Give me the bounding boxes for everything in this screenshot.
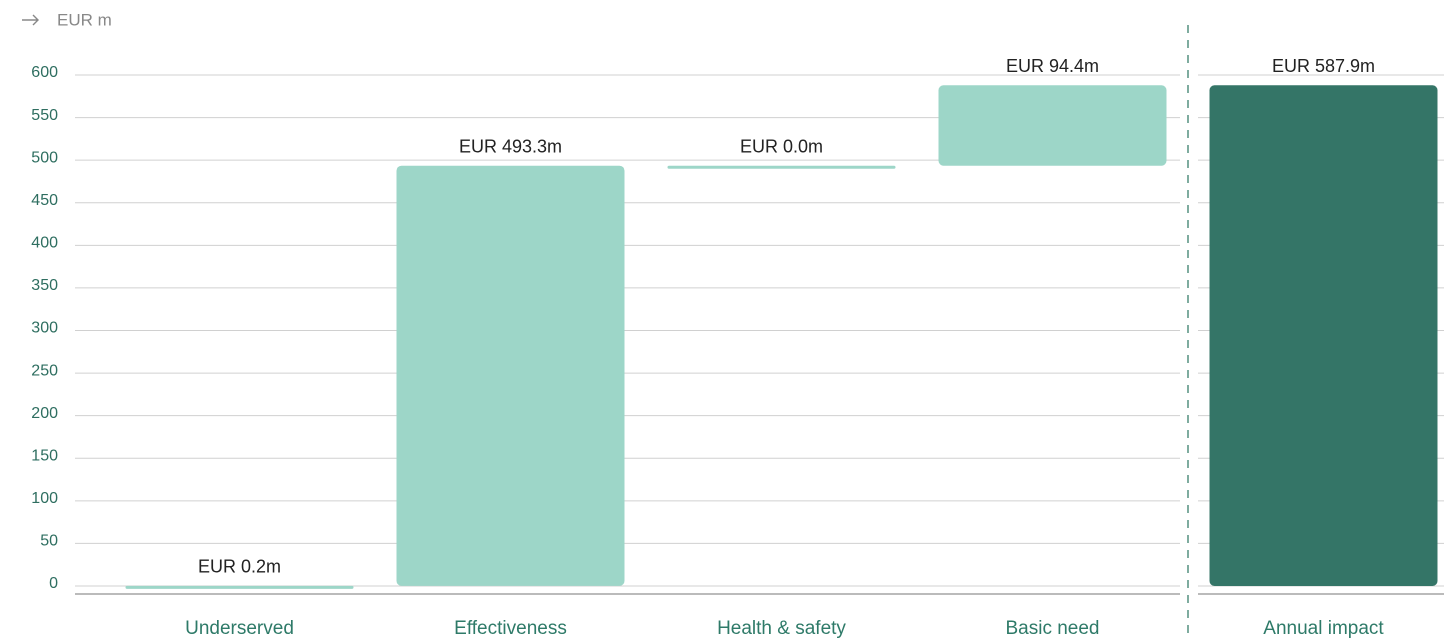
bar — [125, 585, 354, 589]
y-tick-label: 350 — [31, 277, 58, 294]
value-label: EUR 94.4m — [1006, 56, 1099, 76]
value-label: EUR 0.0m — [740, 136, 823, 156]
value-label: EUR 493.3m — [459, 136, 562, 156]
y-tick-label: 250 — [31, 362, 58, 379]
y-tick-label: 550 — [31, 107, 58, 124]
bar — [938, 85, 1167, 166]
bar — [396, 165, 625, 586]
y-tick-label: 200 — [31, 405, 58, 422]
value-label: EUR 587.9m — [1272, 56, 1375, 76]
y-tick-label: 100 — [31, 490, 58, 507]
x-tick-label: Health & safety — [717, 618, 846, 639]
x-tick-label: Basic need — [1005, 618, 1099, 639]
y-tick-label: 450 — [31, 192, 58, 209]
unit-label: EUR m — [57, 10, 112, 29]
y-tick-label: 150 — [31, 447, 58, 464]
y-tick-label: 0 — [49, 575, 58, 592]
y-tick-label: 500 — [31, 149, 58, 166]
bar — [1209, 85, 1438, 586]
unit-arrow — [22, 14, 39, 26]
y-tick-label: 50 — [40, 533, 58, 550]
x-tick-label: Underserved — [185, 618, 294, 639]
y-tick-label: 400 — [31, 235, 58, 252]
value-label: EUR 0.2m — [198, 557, 281, 577]
bar — [667, 165, 896, 169]
y-tick-label: 300 — [31, 320, 58, 337]
x-tick-label: Effectiveness — [454, 618, 567, 639]
x-tick-label: Annual impact — [1263, 618, 1384, 639]
y-tick-label: 600 — [31, 64, 58, 81]
